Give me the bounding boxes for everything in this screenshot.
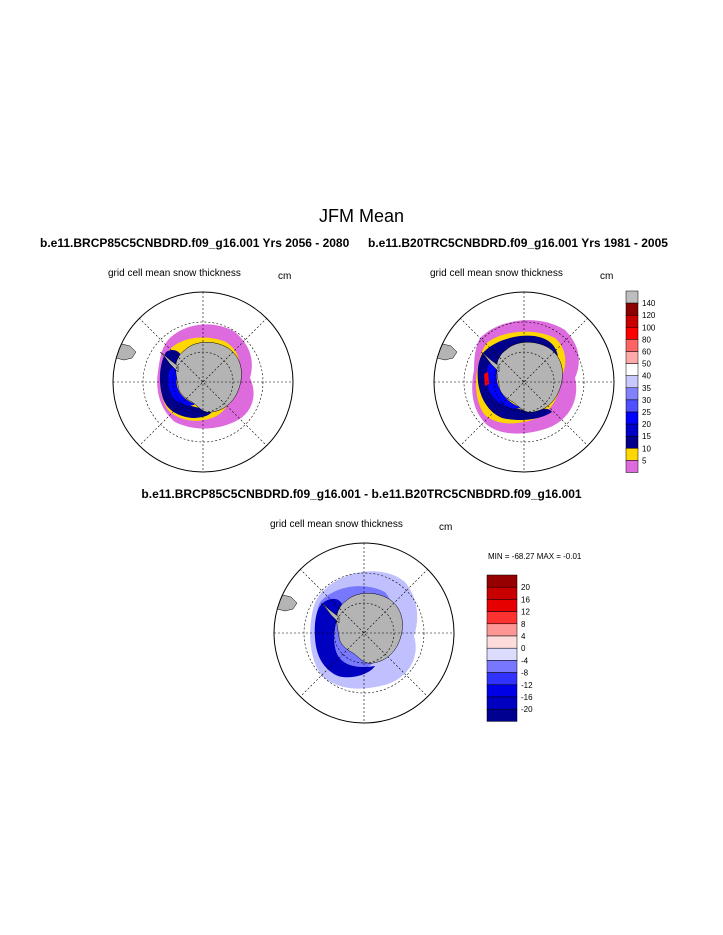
- colorbar-tick-label: 60: [642, 348, 651, 357]
- colorbar-box: [625, 327, 639, 340]
- diff-colorbar-box: [486, 611, 518, 625]
- diff-colorbar-tick-label: -20: [521, 705, 533, 714]
- left-south-america: [113, 343, 137, 361]
- colorbar-box: [625, 448, 639, 461]
- diff-colorbar-tick-label: 12: [521, 608, 530, 617]
- diff-colorbar-box: [486, 623, 518, 637]
- colorbar-box: [625, 460, 639, 473]
- diff-colorbar-box: [486, 684, 518, 698]
- difference-panel-title: b.e11.BRCP85C5CNBDRD.f09_g16.001 - b.e11…: [141, 487, 582, 501]
- diff-south-america: [274, 594, 298, 612]
- right-south-america: [434, 343, 458, 361]
- right-units-label: cm: [600, 271, 614, 282]
- diff-colorbar-box: [486, 647, 518, 661]
- diff-colorbar-box: [486, 672, 518, 686]
- diff-colorbar-box: [486, 635, 518, 649]
- main-title: JFM Mean: [318, 206, 405, 226]
- left-polar-map: [112, 291, 294, 473]
- diff-colorbar-tick-label: 20: [521, 583, 530, 592]
- colorbar-tick-label: 15: [642, 432, 651, 441]
- colorbar-box: [625, 399, 639, 413]
- left-panel-title: b.e11.BRCP85C5CNBDRD.f09_g16.001 Yrs 205…: [40, 236, 350, 250]
- colorbar-box: [625, 423, 639, 437]
- colorbar-box: [625, 375, 639, 389]
- diff-dark-band: [314, 598, 375, 678]
- diff-colorbar-tick-label: -4: [521, 656, 529, 665]
- diff-colorbar-tick-label: 0: [521, 644, 526, 653]
- colorbar-tick-label: 20: [642, 420, 651, 429]
- colorbar-box: [625, 339, 639, 352]
- difference-polar-map: [273, 542, 455, 724]
- left-antarctica: [175, 342, 242, 413]
- right-variable-label: grid cell mean snow thickness: [430, 268, 563, 279]
- colorbar-box: [625, 314, 639, 328]
- diff-antarctic-peninsula: [320, 602, 340, 624]
- right-snow-red: [484, 372, 489, 386]
- left-snow-blue: [168, 367, 195, 406]
- diff-colorbar-box: [486, 599, 518, 612]
- colorbar-box: [625, 290, 639, 304]
- diff-colorbar-tick-label: 8: [521, 620, 526, 629]
- diff-colorbar-box: [486, 708, 518, 722]
- diff-colorbar-box: [486, 660, 518, 673]
- diff-units-label: cm: [439, 522, 453, 533]
- left-antarctic-peninsula: [159, 351, 179, 373]
- left-variable-label: grid cell mean snow thickness: [108, 268, 241, 279]
- colorbar-box: [625, 387, 639, 401]
- colorbar-tick-label: 25: [642, 408, 651, 417]
- diff-colorbar-tick-label: -12: [521, 681, 533, 690]
- diff-colorbar-box: [486, 586, 518, 600]
- colorbar-tick-label: 35: [642, 384, 651, 393]
- diff-colorbar-tick-label: -8: [521, 669, 529, 678]
- colorbar-tick-label: 30: [642, 396, 651, 405]
- colorbar-tick-label: 80: [642, 335, 651, 344]
- colorbar-tick-label: 10: [642, 444, 651, 453]
- colorbar-box: [625, 411, 639, 425]
- diff-variable-label: grid cell mean snow thickness: [270, 519, 403, 530]
- colorbar-tick-label: 50: [642, 360, 651, 369]
- colorbar-tick-label: 140: [642, 299, 656, 308]
- diff-colorbar-box: [486, 696, 518, 710]
- diff-antarctica: [336, 593, 403, 664]
- difference-colorbar: 20 16 12 8 4 0 -4 -8 -12 -16 -20: [486, 574, 533, 722]
- right-polar-map: [433, 291, 615, 473]
- colorbar-tick-label: 5: [642, 456, 647, 465]
- right-antarctic-peninsula: [480, 351, 500, 373]
- colorbar-tick-label: 120: [642, 311, 656, 320]
- colorbar-box: [625, 302, 639, 316]
- diff-colorbar-box: [486, 574, 518, 588]
- colorbar-box: [625, 363, 639, 376]
- right-panel-title: b.e11.B20TRC5CNBDRD.f09_g16.001 Yrs 1981…: [368, 236, 668, 250]
- right-antarctica: [496, 342, 563, 413]
- colorbar-box: [625, 435, 639, 449]
- min-max-text: MIN = -68.27 MAX = -0.01: [488, 552, 582, 561]
- diff-colorbar-tick-label: 4: [521, 632, 526, 641]
- colorbar-tick-label: 100: [642, 323, 656, 332]
- colorbar-tick-label: 40: [642, 372, 651, 381]
- colorbar-box: [625, 351, 639, 364]
- left-units-label: cm: [278, 271, 292, 282]
- diff-colorbar-tick-label: -16: [521, 693, 533, 702]
- right-snow-blue: [486, 362, 522, 409]
- snow-thickness-colorbar: 140 120 100 80 60 50 40 35 30 25 20 15 10 5: [625, 290, 656, 473]
- diff-colorbar-tick-label: 16: [521, 595, 530, 604]
